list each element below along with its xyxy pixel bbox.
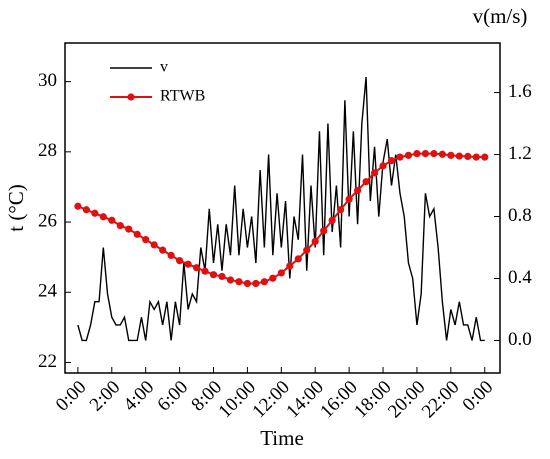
series-marker (311, 237, 319, 245)
x-tick-label: 16:00 (316, 377, 361, 422)
series-marker (345, 195, 353, 203)
series-marker (362, 178, 370, 186)
series-marker (413, 149, 421, 158)
y2-axis-label: v(m/s) (473, 4, 528, 28)
y2-tick-label: 0.4 (508, 267, 532, 288)
x-tick-label: 0:00 (459, 377, 498, 416)
legend-label: v (160, 59, 168, 76)
series-marker (252, 279, 260, 288)
x-tick-label: 14:00 (282, 377, 327, 422)
series-marker (108, 216, 116, 224)
series-marker (430, 149, 438, 158)
y2-tick-label: 0.8 (508, 205, 532, 226)
y2-tick-label: 1.6 (508, 81, 532, 102)
series-marker (396, 153, 404, 161)
legend-marker (127, 93, 135, 101)
x-tick-label: 6:00 (153, 377, 192, 416)
x-tick-label: 2:00 (86, 377, 125, 416)
series-marker (99, 213, 107, 221)
series-marker (421, 149, 430, 158)
y-tick-label: 28 (38, 140, 57, 161)
series-marker (159, 246, 167, 254)
series-marker (218, 272, 226, 281)
series-marker (337, 206, 345, 214)
series-marker (481, 153, 489, 161)
x-tick-label: 20:00 (384, 377, 429, 422)
series-line (77, 77, 485, 342)
series-marker (472, 153, 480, 161)
y-axis-label: t (°C) (4, 184, 28, 231)
series-marker (328, 216, 336, 224)
series-marker (277, 269, 285, 277)
y-tick-label: 22 (38, 351, 57, 372)
series-marker (167, 251, 175, 259)
series-marker (133, 230, 141, 238)
series-marker (438, 150, 446, 158)
y-tick-label: 24 (38, 281, 58, 302)
series-marker (74, 202, 82, 210)
series-marker (150, 241, 158, 249)
series-marker (192, 264, 201, 272)
legend-label: RTWB (160, 88, 205, 105)
series-marker (201, 267, 209, 275)
series-marker (404, 151, 413, 159)
y-tick-label: 26 (38, 210, 57, 231)
plot-frame (64, 42, 501, 374)
series-marker (447, 151, 455, 159)
series-marker (320, 227, 328, 235)
series-marker (294, 255, 302, 263)
series-marker (464, 152, 472, 160)
series-marker (209, 271, 218, 279)
series-marker (226, 276, 235, 284)
series-marker (387, 157, 396, 165)
series-marker (303, 246, 311, 254)
series-marker (91, 209, 99, 217)
series-marker (235, 278, 243, 286)
x-tick-label: 0:00 (52, 377, 91, 416)
series-marker (455, 152, 463, 160)
series-marker (82, 206, 90, 214)
series-marker (184, 260, 192, 268)
series-marker (286, 262, 294, 270)
x-tick-label: 18:00 (350, 377, 395, 422)
x-tick-label: 10:00 (215, 377, 260, 422)
series-marker (269, 274, 277, 282)
y-tick-label: 30 (38, 70, 57, 91)
series-marker (125, 225, 133, 233)
x-tick-label: 12:00 (248, 377, 293, 422)
series-marker (243, 279, 252, 288)
y2-tick-label: 0.0 (508, 329, 532, 350)
series-marker (379, 162, 387, 170)
series-marker (142, 235, 150, 244)
series-marker (116, 221, 124, 230)
x-tick-label: 22:00 (418, 377, 463, 422)
x-axis-label: Time (260, 426, 304, 450)
x-tick-label: 4:00 (120, 377, 159, 416)
y2-tick-label: 1.2 (508, 143, 532, 164)
series-marker (353, 186, 362, 195)
series-marker (370, 169, 379, 177)
series-marker (260, 278, 268, 286)
series-marker (175, 257, 184, 265)
